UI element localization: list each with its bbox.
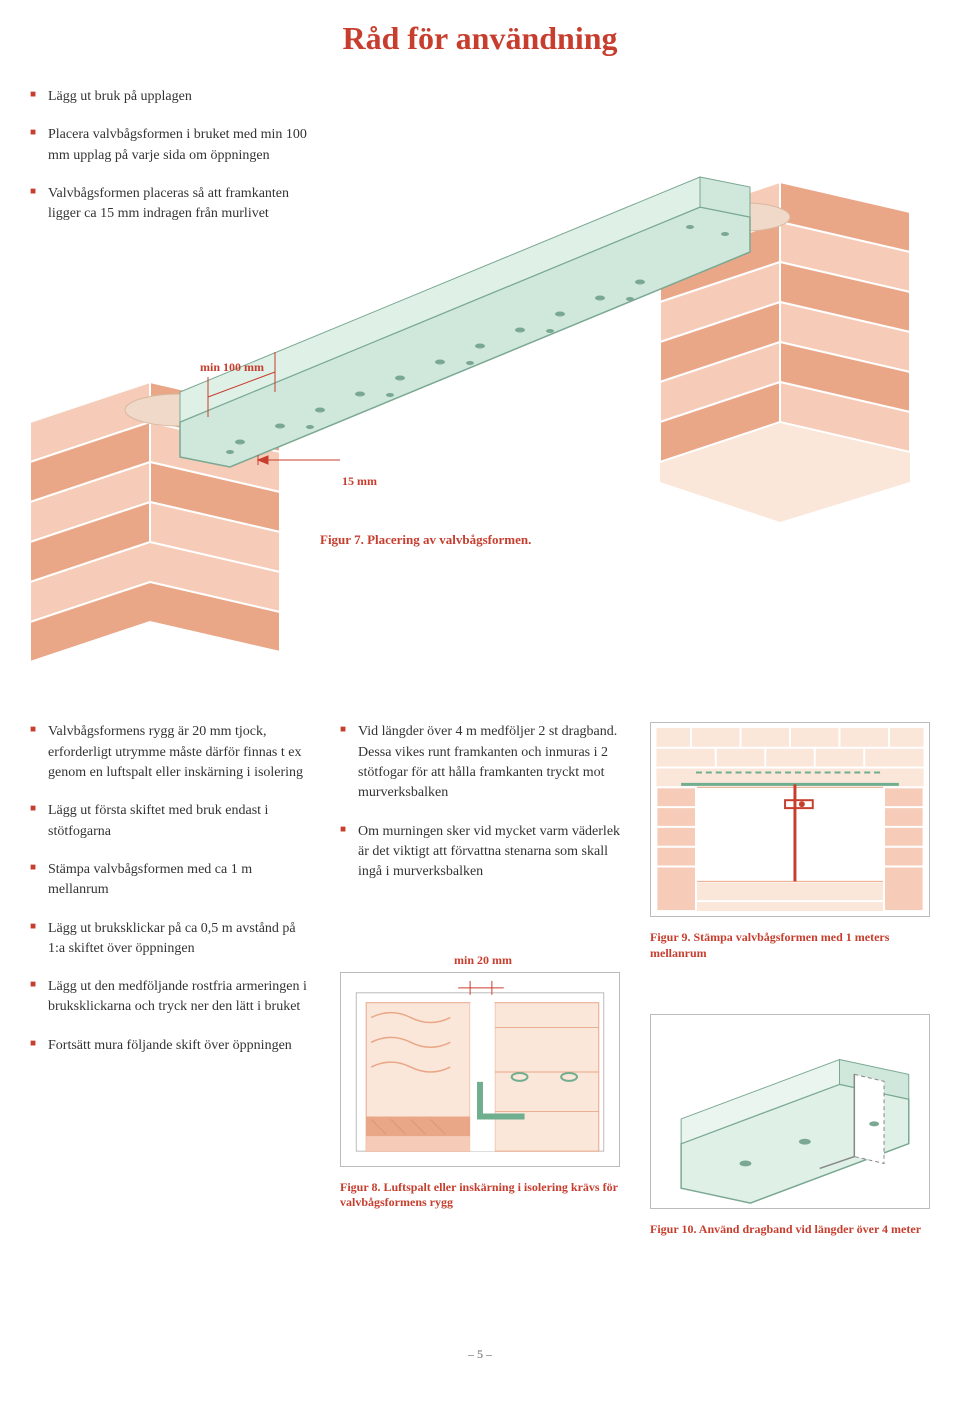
- page-title: Råd för användning: [30, 20, 930, 57]
- figure-7-caption: Figur 7. Placering av valvbågsformen.: [320, 532, 531, 548]
- list-item: Valvbågsformens rygg är 20 mm tjock, erf…: [30, 722, 316, 783]
- list-item: Lägg ut bruk på upplagen: [30, 87, 320, 107]
- list-item: Lägg ut första skiftet med bruk endast i…: [30, 801, 316, 842]
- figure-8: min 20 mm: [340, 953, 626, 1211]
- list-item: Lägg ut bruksklickar på ca 0,5 m avstånd…: [30, 919, 316, 960]
- figure-8-illustration: [340, 972, 620, 1167]
- figure-9-caption: Figur 9. Stämpa valvbågsformen med 1 met…: [650, 930, 930, 961]
- column-1: Valvbågsformens rygg är 20 mm tjock, erf…: [30, 722, 316, 1074]
- dimension-label-20: min 20 mm: [340, 953, 626, 968]
- column-3: Figur 9. Stämpa valvbågsformen med 1 met…: [650, 722, 930, 1257]
- column-2: Vid längder över 4 m medföljer 2 st drag…: [340, 722, 626, 1230]
- figure-10-caption: Figur 10. Använd dragband vid längder öv…: [650, 1222, 930, 1238]
- figure-7-illustration: [30, 152, 930, 672]
- dimension-label-15: 15 mm: [342, 474, 377, 489]
- list-item: Om murningen sker vid mycket varm väderl…: [340, 822, 626, 883]
- list-item: Stämpa valvbågsformen med ca 1 m mellanr…: [30, 860, 316, 901]
- figure-10-illustration: [650, 1014, 930, 1209]
- list-item: Vid längder över 4 m medföljer 2 st drag…: [340, 722, 626, 803]
- figure-9-illustration: [650, 722, 930, 917]
- figure-8-caption: Figur 8. Luftspalt eller inskärning i is…: [340, 1180, 626, 1211]
- figure-7: min 100 mm 15 mm Figur 7. Placering av v…: [30, 242, 930, 682]
- dimension-label-100: min 100 mm: [200, 360, 264, 375]
- list-item: Fortsätt mura följande skift över öppnin…: [30, 1036, 316, 1056]
- list-item: Lägg ut den medföljande rostfria armerin…: [30, 977, 316, 1018]
- page-number: – 5 –: [30, 1347, 930, 1362]
